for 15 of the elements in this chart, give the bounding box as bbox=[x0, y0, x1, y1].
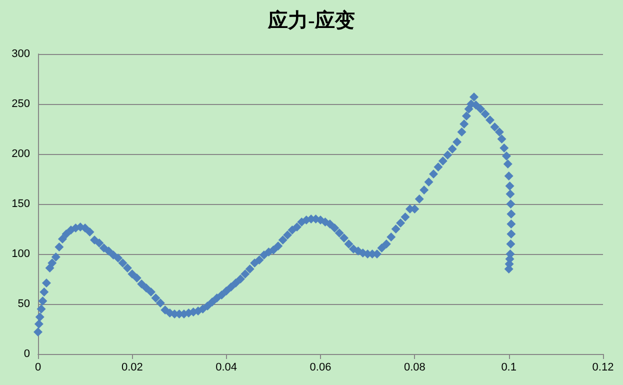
x-tick-label: 0 bbox=[34, 362, 42, 374]
y-tick-label: 0 bbox=[24, 348, 30, 360]
y-tick-label: 100 bbox=[12, 248, 30, 260]
chart-title: 应力-应变 bbox=[267, 9, 355, 32]
y-tick-label: 50 bbox=[18, 298, 30, 310]
y-tick-label: 300 bbox=[12, 48, 30, 60]
y-tick-label: 250 bbox=[12, 98, 30, 110]
x-tick-label: 0.1 bbox=[501, 362, 516, 374]
x-tick-label: 0.12 bbox=[592, 362, 614, 374]
y-tick-label: 150 bbox=[12, 198, 30, 210]
x-tick-label: 0.04 bbox=[216, 362, 238, 374]
y-tick-label: 200 bbox=[12, 148, 30, 160]
x-tick-label: 0.08 bbox=[404, 362, 426, 374]
x-tick-label: 0.02 bbox=[121, 362, 143, 374]
x-tick-label: 0.06 bbox=[310, 362, 332, 374]
